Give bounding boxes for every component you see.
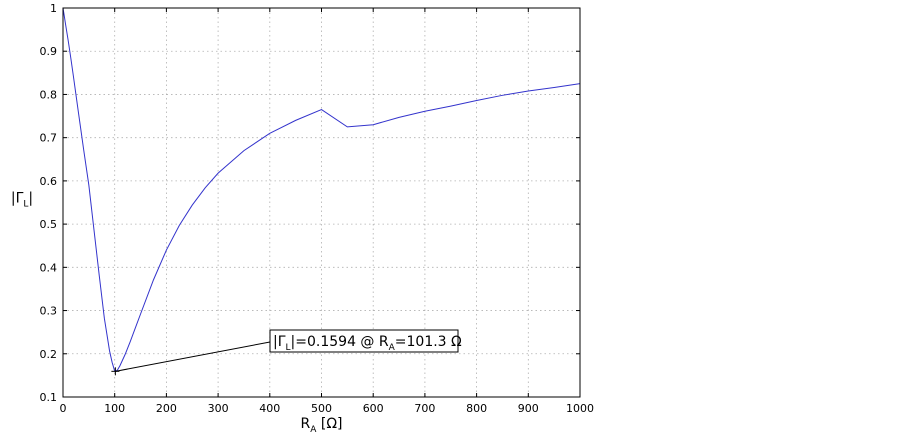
annotation-segment: =101.3 Ω bbox=[395, 334, 462, 350]
annotation-segment: L bbox=[286, 343, 291, 353]
tick-labels: 0 100 200 300 400 500 600 700 800 900 1000 0.1 0.2 0.… bbox=[40, 2, 595, 415]
y-tick-label: 0.3 bbox=[40, 305, 58, 318]
y-tick-label: 0.2 bbox=[40, 348, 58, 361]
x-tick-label: 0 bbox=[60, 402, 67, 415]
y-tick-label: 0.6 bbox=[40, 175, 58, 188]
y-tick-label: 0.8 bbox=[40, 88, 58, 101]
annotation: |ΓL|=0.1594 @ RA=101.3 Ω bbox=[115, 329, 462, 372]
x-axis-label-main: R bbox=[301, 416, 311, 432]
x-tick-label: 300 bbox=[208, 402, 229, 415]
y-axis-label-sub: L bbox=[23, 200, 28, 210]
x-tick-label: 800 bbox=[466, 402, 487, 415]
x-tick-label: 100 bbox=[104, 402, 125, 415]
annotation-box bbox=[269, 329, 459, 353]
x-axis-label-sub: A bbox=[310, 425, 317, 434]
y-axis-label: |ΓL| bbox=[11, 191, 33, 210]
y-tick-label: 0.9 bbox=[40, 45, 58, 58]
annotation-segment: |Γ bbox=[273, 334, 286, 350]
series-line bbox=[62, 7, 581, 372]
y-tick-label: 0.7 bbox=[40, 132, 58, 145]
ticks bbox=[62, 7, 581, 398]
y-tick-label: 0.1 bbox=[40, 391, 58, 404]
x-tick-label: 500 bbox=[311, 402, 332, 415]
x-tick-label: 700 bbox=[414, 402, 435, 415]
annotation-arrow bbox=[115, 341, 271, 372]
y-axis-label-suffix: | bbox=[28, 191, 33, 207]
y-tick-label: 1 bbox=[50, 2, 57, 15]
annotation-text: |ΓL|=0.1594 @ RA=101.3 Ω bbox=[273, 334, 462, 353]
x-axis-label-suffix: [Ω] bbox=[316, 416, 342, 432]
x-tick-label: 1000 bbox=[566, 402, 594, 415]
x-tick-label: 900 bbox=[518, 402, 539, 415]
annotation-segment: |=0.1594 @ R bbox=[291, 334, 389, 350]
x-tick-label: 600 bbox=[363, 402, 384, 415]
y-tick-label: 0.4 bbox=[40, 261, 58, 274]
annotation-segment: A bbox=[389, 343, 396, 353]
x-tick-label: 400 bbox=[259, 402, 280, 415]
x-tick-label: 200 bbox=[156, 402, 177, 415]
x-axis-label: RA [Ω] bbox=[301, 416, 343, 434]
y-tick-label: 0.5 bbox=[40, 218, 58, 231]
y-axis-label-prefix: |Γ bbox=[11, 191, 24, 207]
